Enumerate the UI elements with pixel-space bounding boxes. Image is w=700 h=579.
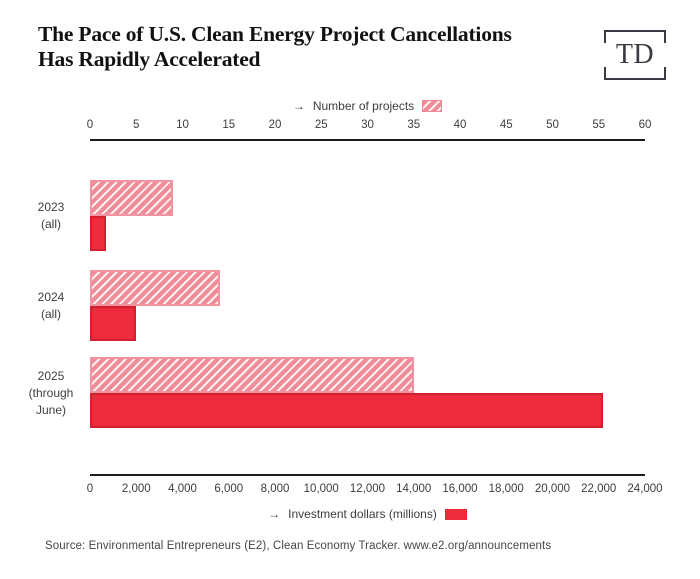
projects-bar-2025 (90, 357, 414, 393)
axis-tick-label: 15 (222, 119, 236, 131)
axis-tick-label: 0 (86, 483, 94, 495)
axis-tick-label: 10,000 (303, 483, 339, 495)
axis-tick-label: 10 (176, 119, 189, 131)
axis-tick-label: 22,000 (581, 483, 617, 495)
axis-tick-label: 20 (268, 119, 282, 131)
page-title: The Pace of U.S. Clean Energy Project Ca… (38, 22, 598, 72)
solid-swatch-icon (444, 508, 467, 520)
legend-investment: → Investment dollars (millions) (90, 507, 645, 521)
investment-bar-2025 (90, 393, 604, 428)
top-axis-tick-labels: 0 5 10 15 20 25 30 35 40 45 50 55 60 (86, 119, 652, 133)
axis-tick-label: 14,000 (396, 483, 432, 495)
row-label-qualifier: (all) (41, 307, 61, 321)
hatched-swatch-icon (422, 100, 443, 112)
row-label-2023: 2023 (all) (18, 180, 84, 252)
row-label-qualifier: June) (35, 402, 67, 417)
projects-bar-2024 (90, 270, 220, 306)
row-label-year: 2023 (37, 200, 65, 214)
title-line-1: The Pace of U.S. Clean Energy Project Ca… (38, 22, 512, 46)
axis-tick-label: 2,000 (121, 483, 151, 495)
axis-tick-label: 50 (546, 119, 559, 131)
axis-tick-label: 0 (86, 119, 94, 131)
bottom-axis-tick-labels: 0 2,000 4,000 6,000 8,000 10,000 12,000 14,000 1… (86, 483, 663, 497)
axis-tick-label: 20,000 (534, 483, 571, 495)
axis-tick-label: 18,000 (488, 483, 524, 495)
legend-investment-label: Investment dollars (millions) (288, 507, 437, 521)
row-label-2024: 2024 (all) (18, 270, 84, 342)
investment-bar-2024 (90, 306, 137, 341)
row-label-qualifier: (all) (41, 217, 61, 231)
bar-group-2025 (90, 357, 645, 428)
axis-tick-label: 4,000 (168, 483, 197, 495)
axis-tick-label: 35 (407, 119, 421, 131)
arrow-right-icon: → (292, 99, 305, 113)
axis-tick-label: 45 (499, 119, 513, 131)
row-label-2025: 2025 (through June) (18, 357, 84, 429)
row-label-year: 2024 (37, 290, 65, 304)
row-label-year: 2025 (37, 368, 65, 383)
logo-text: TD (615, 39, 655, 70)
axis-tick-label: 5 (133, 119, 140, 131)
axis-tick-label: 6,000 (214, 483, 244, 495)
logo-bracket-top (604, 30, 666, 43)
plot-area (90, 140, 645, 474)
legend-projects-label: Number of projects (312, 99, 415, 113)
arrow-right-icon: → (268, 507, 281, 521)
legend-projects: → Number of projects (90, 99, 645, 113)
axis-tick-label: 16,000 (442, 483, 478, 495)
source-text: Source: Environmental Entrepreneurs (E2)… (45, 540, 552, 552)
row-label-qualifier: (through (28, 385, 74, 400)
investment-bar-2023 (90, 216, 107, 251)
axis-tick-label: 30 (361, 119, 374, 131)
bar-group-2024 (90, 270, 645, 341)
axis-tick-label: 55 (592, 119, 606, 131)
bar-group-2023 (90, 180, 645, 251)
axis-tick-label: 12,000 (349, 483, 386, 495)
axis-tick-label: 8,000 (260, 483, 290, 495)
title-line-2: Has Rapidly Accelerated (38, 47, 261, 71)
bottom-axis-line (90, 474, 645, 476)
td-logo: TD (604, 30, 666, 80)
axis-tick-label: 24,000 (627, 483, 663, 495)
logo-bracket-bottom (604, 67, 666, 80)
top-axis-line (90, 139, 645, 141)
projects-bar-2023 (90, 180, 174, 216)
axis-tick-label: 60 (638, 119, 652, 131)
axis-tick-label: 40 (453, 119, 467, 131)
axis-tick-label: 25 (314, 119, 328, 131)
